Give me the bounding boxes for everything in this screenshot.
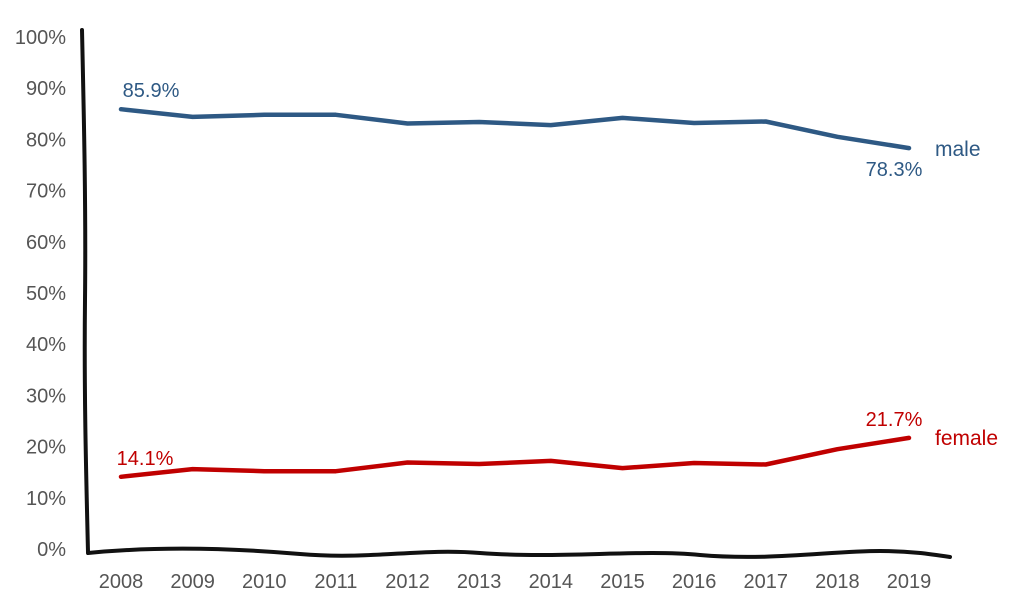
series-line-male bbox=[118, 106, 912, 151]
x-tick-label: 2018 bbox=[815, 571, 860, 593]
y-axis-line bbox=[80, 28, 90, 554]
series-name-female: female bbox=[935, 427, 998, 450]
series-name-male: male bbox=[935, 138, 981, 161]
y-tick-label: 90% bbox=[26, 78, 66, 100]
y-tick-label: 60% bbox=[26, 232, 66, 254]
y-tick-label: 10% bbox=[26, 488, 66, 510]
data-label-male: 85.9% bbox=[123, 80, 180, 102]
x-tick-label: 2014 bbox=[529, 571, 574, 593]
y-tick-label: 70% bbox=[26, 181, 66, 203]
x-tick-label: 2011 bbox=[314, 571, 357, 593]
x-tick-label: 2015 bbox=[600, 571, 645, 593]
y-tick-label: 80% bbox=[26, 129, 66, 151]
y-tick-label: 100% bbox=[15, 27, 66, 49]
x-tick-label: 2010 bbox=[242, 571, 287, 593]
y-tick-label: 40% bbox=[26, 334, 66, 356]
data-label-male: 78.3% bbox=[866, 159, 923, 181]
y-tick-label: 0% bbox=[37, 539, 66, 561]
x-tick-label: 2012 bbox=[385, 571, 430, 593]
x-axis-line bbox=[86, 546, 952, 559]
series-line-female bbox=[118, 435, 912, 480]
y-tick-label: 20% bbox=[26, 437, 66, 459]
x-tick-label: 2008 bbox=[99, 571, 144, 593]
y-tick-label: 50% bbox=[26, 283, 66, 305]
x-tick-label: 2013 bbox=[457, 571, 502, 593]
x-tick-label: 2017 bbox=[743, 571, 788, 593]
x-tick-label: 2016 bbox=[672, 571, 717, 593]
y-axis-ticks: 0% 10% 20% 30% 40% 50% 60% 70% 80% 90% 100% bbox=[15, 27, 66, 561]
x-tick-label: 2009 bbox=[170, 571, 215, 593]
data-label-female: 14.1% bbox=[117, 448, 174, 470]
series-layer: 85.9% 78.3% male 14.1% 21.7% female bbox=[117, 80, 998, 480]
data-label-female: 21.7% bbox=[866, 409, 923, 431]
x-tick-label: 2019 bbox=[887, 571, 932, 593]
y-tick-label: 30% bbox=[26, 385, 66, 407]
x-axis-ticks: 2008 2009 2010 2011 2012 2013 2014 2015 2016 2017… bbox=[99, 571, 932, 593]
